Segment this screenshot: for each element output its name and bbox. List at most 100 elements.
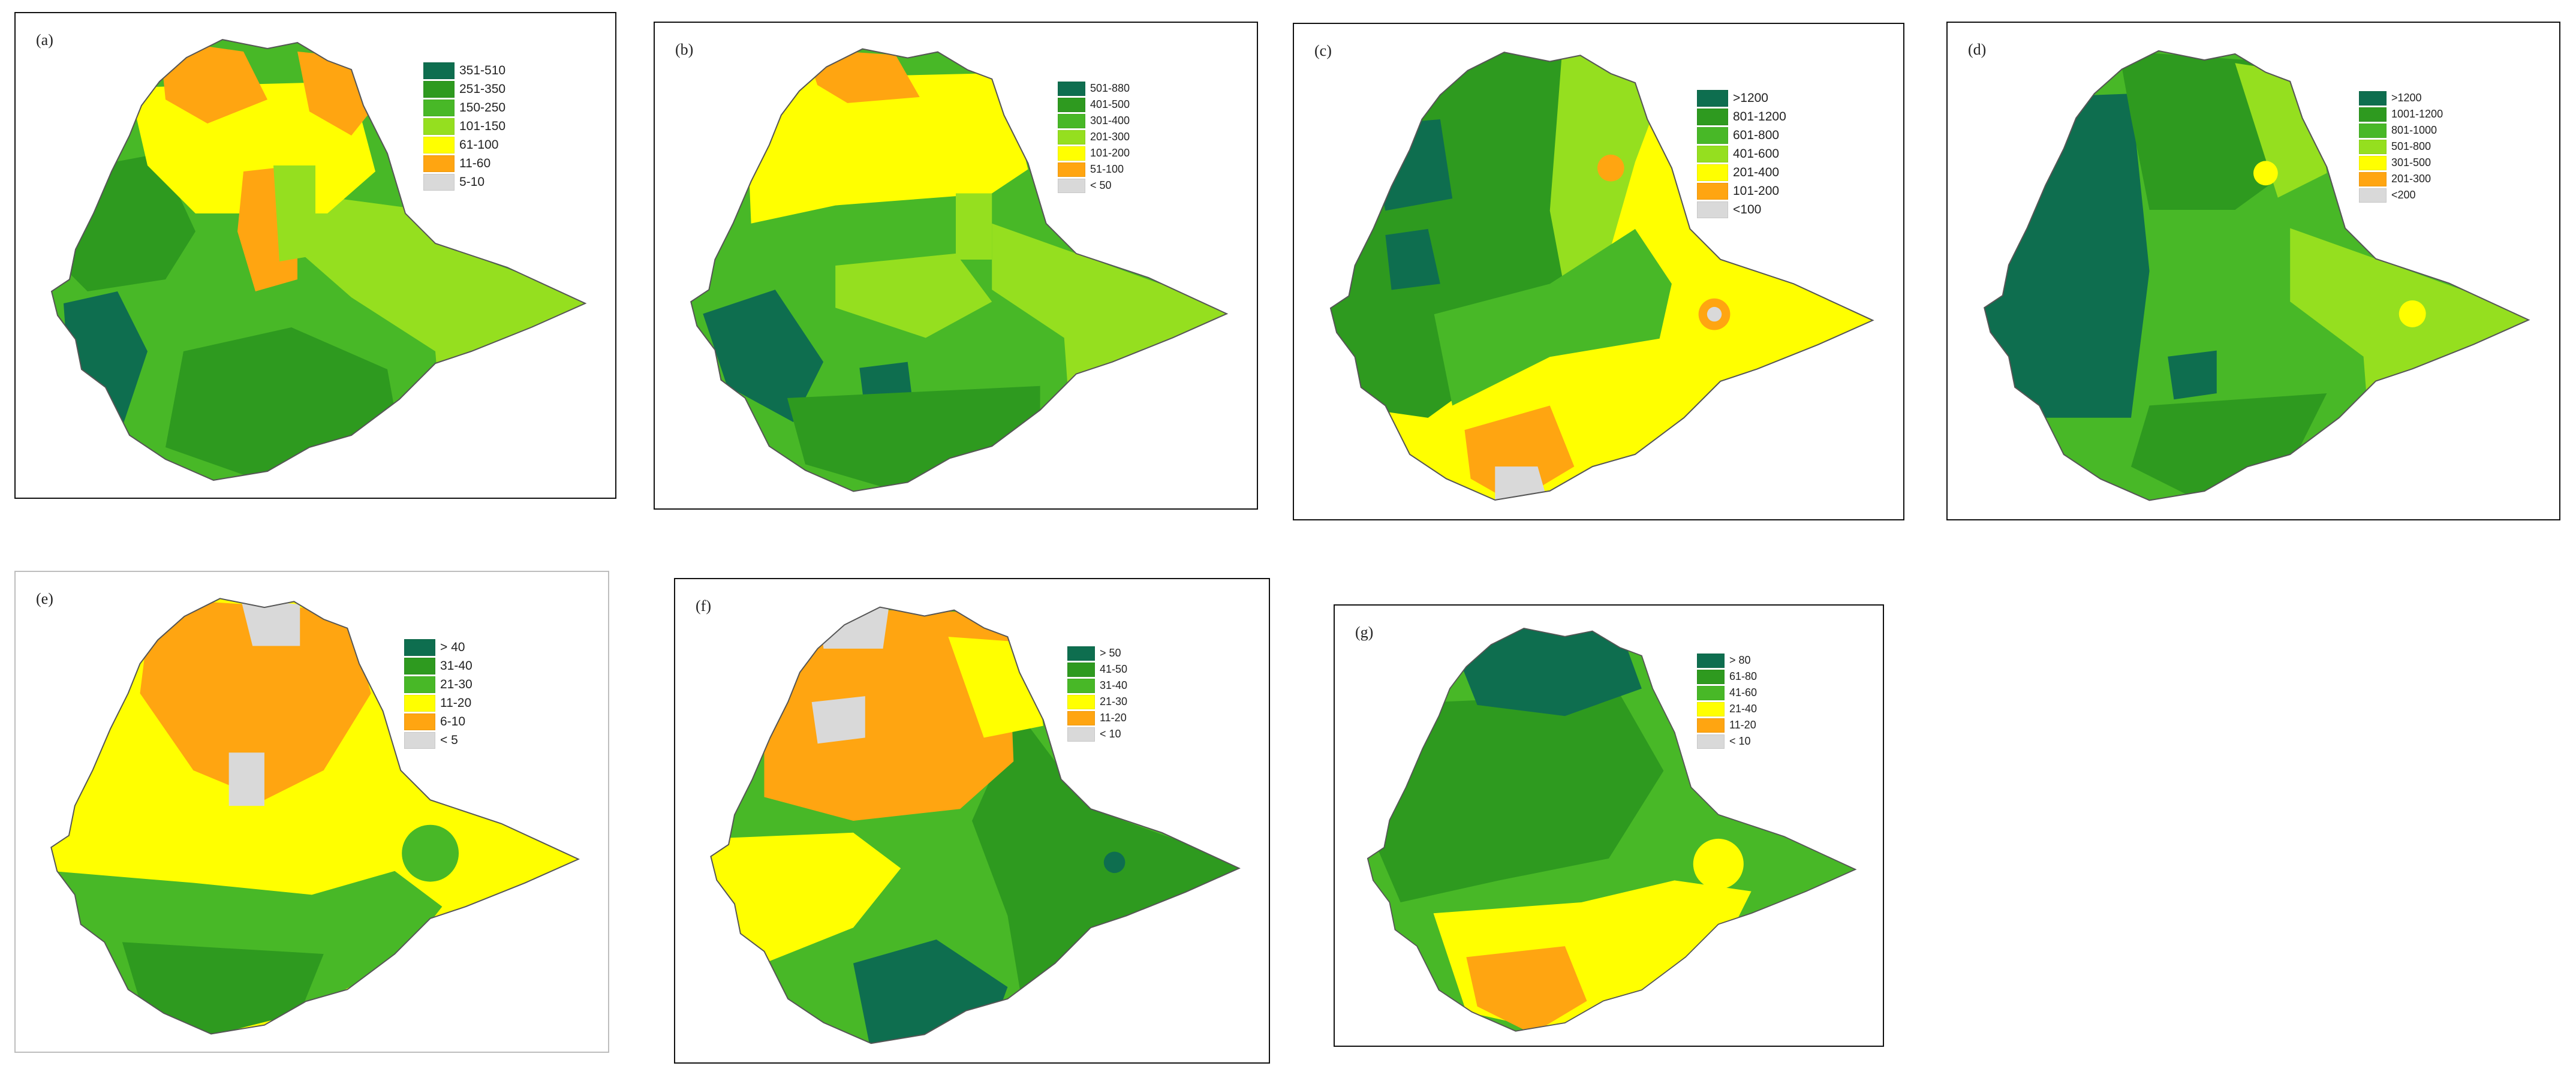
legend-label: > 50 bbox=[1100, 647, 1121, 659]
legend-swatch bbox=[1058, 113, 1085, 128]
legend-row: 601-800 bbox=[1697, 126, 1786, 144]
legend-swatch bbox=[1067, 727, 1095, 742]
map-panel-e: (e) > 40 31-40 21-30 11-20 6-10 < 5 bbox=[14, 571, 609, 1053]
panel-label-a: (a) bbox=[36, 31, 53, 49]
legend-row: 11-20 bbox=[1067, 710, 1127, 726]
legend-label: >1200 bbox=[2391, 92, 2422, 104]
legend-row: 11-20 bbox=[1697, 717, 1757, 733]
legend-label: 351-510 bbox=[459, 63, 506, 77]
legend-row: >1200 bbox=[2359, 90, 2443, 106]
legend-row: 201-300 bbox=[1058, 129, 1130, 145]
legend-label: 101-150 bbox=[459, 119, 506, 133]
legend-g: > 80 61-80 41-60 21-40 11-20 < 10 bbox=[1697, 652, 1757, 749]
legend-row: <200 bbox=[2359, 187, 2443, 203]
legend-swatch bbox=[423, 118, 455, 135]
legend-label: 201-300 bbox=[2391, 173, 2431, 185]
legend-label: 101-200 bbox=[1090, 147, 1130, 159]
legend-swatch bbox=[1058, 146, 1085, 161]
legend-label: 801-1200 bbox=[1733, 109, 1786, 124]
legend-swatch bbox=[1697, 734, 1725, 749]
legend-row: 21-40 bbox=[1697, 701, 1757, 717]
legend-row: >1200 bbox=[1697, 89, 1786, 107]
ethiopia-map-d bbox=[1984, 50, 2530, 501]
legend-row: < 10 bbox=[1697, 733, 1757, 749]
legend-label: 21-30 bbox=[440, 677, 473, 691]
legend-swatch bbox=[1697, 127, 1728, 144]
legend-b: 501-880 401-500 301-400 201-300 101-200 … bbox=[1058, 80, 1130, 194]
legend-label: >1200 bbox=[1733, 91, 1768, 105]
legend-row: 401-600 bbox=[1697, 144, 1786, 163]
legend-swatch bbox=[423, 173, 455, 191]
panel-label-c: (c) bbox=[1314, 42, 1332, 59]
legend-row: 61-80 bbox=[1697, 669, 1757, 685]
legend-label: 101-200 bbox=[1733, 183, 1780, 198]
legend-row: 11-20 bbox=[404, 694, 473, 712]
legend-swatch bbox=[1697, 164, 1728, 181]
legend-row: 101-150 bbox=[423, 117, 505, 135]
legend-swatch bbox=[1697, 201, 1728, 218]
legend-label: 11-20 bbox=[1100, 712, 1127, 724]
legend-swatch bbox=[404, 731, 435, 749]
legend-row: 801-1000 bbox=[2359, 122, 2443, 138]
legend-swatch bbox=[2359, 107, 2387, 122]
legend-label: 251-350 bbox=[459, 82, 506, 96]
map-panel-a: (a) 351-510 251-350 150-250 101-150 61-1… bbox=[14, 12, 616, 499]
map-panel-f: (f) > 50 41-50 31-40 21-30 11-20 < 10 bbox=[674, 578, 1270, 1064]
legend-label: 5-10 bbox=[459, 174, 485, 189]
legend-swatch bbox=[404, 694, 435, 712]
legend-row: 150-250 bbox=[423, 98, 505, 117]
legend-label: 21-30 bbox=[1100, 695, 1128, 707]
legend-swatch bbox=[1067, 678, 1095, 693]
legend-row: 501-800 bbox=[2359, 138, 2443, 155]
legend-e: > 40 31-40 21-30 11-20 6-10 < 5 bbox=[404, 638, 473, 749]
legend-a: 351-510 251-350 150-250 101-150 61-100 1… bbox=[423, 61, 505, 191]
legend-swatch bbox=[423, 80, 455, 98]
legend-swatch bbox=[2359, 91, 2387, 106]
ethiopia-map-b bbox=[690, 48, 1229, 492]
legend-swatch bbox=[423, 99, 455, 116]
legend-row: 21-30 bbox=[1067, 694, 1127, 710]
ethiopia-map-f bbox=[710, 606, 1241, 1044]
legend-label: 501-880 bbox=[1090, 82, 1130, 94]
legend-label: 201-400 bbox=[1733, 165, 1780, 179]
legend-swatch bbox=[2359, 139, 2387, 154]
map-panel-d: (d) >1200 1001-1200 801-1000 501-800 301… bbox=[1946, 22, 2560, 520]
legend-label: 201-300 bbox=[1090, 131, 1130, 143]
panel-label-g: (g) bbox=[1355, 624, 1374, 641]
legend-row: 51-100 bbox=[1058, 161, 1130, 177]
legend-label: <200 bbox=[2391, 189, 2416, 201]
legend-swatch bbox=[1697, 718, 1725, 733]
legend-swatch bbox=[423, 155, 455, 172]
legend-label: > 80 bbox=[1729, 654, 1751, 666]
panel-label-f: (f) bbox=[696, 597, 711, 615]
map-panel-g: (g) > 80 61-80 41-60 21-40 11-20 < 10 bbox=[1334, 604, 1884, 1047]
legend-row: 5-10 bbox=[423, 173, 505, 191]
panel-label-e: (e) bbox=[36, 590, 53, 607]
legend-c: >1200 801-1200 601-800 401-600 201-400 1… bbox=[1697, 89, 1786, 219]
map-panel-b: (b) 501-880 401-500 301-400 201-300 101-… bbox=[654, 22, 1258, 510]
legend-row: 31-40 bbox=[404, 657, 473, 675]
legend-row: 41-50 bbox=[1067, 661, 1127, 677]
legend-row: 101-200 bbox=[1697, 182, 1786, 200]
legend-swatch bbox=[423, 62, 455, 79]
legend-row: 401-500 bbox=[1058, 97, 1130, 113]
legend-row: 201-300 bbox=[2359, 171, 2443, 187]
legend-label: 301-500 bbox=[2391, 156, 2431, 168]
map-panel-c: (c) >1200 801-1200 601-800 401-600 201-4… bbox=[1293, 23, 1904, 520]
legend-swatch bbox=[2359, 171, 2387, 186]
panel-label-d: (d) bbox=[1968, 41, 1987, 58]
legend-row: 101-200 bbox=[1058, 145, 1130, 161]
legend-row: > 80 bbox=[1697, 652, 1757, 669]
legend-row: 801-1200 bbox=[1697, 107, 1786, 126]
legend-label: < 5 bbox=[440, 733, 458, 747]
legend-label: 11-60 bbox=[459, 156, 491, 170]
legend-swatch bbox=[1058, 97, 1085, 112]
legend-row: > 40 bbox=[404, 638, 473, 657]
legend-swatch bbox=[404, 657, 435, 674]
legend-row: < 50 bbox=[1058, 177, 1130, 194]
legend-f: > 50 41-50 31-40 21-30 11-20 < 10 bbox=[1067, 645, 1127, 742]
legend-swatch bbox=[2359, 155, 2387, 170]
legend-row: 351-510 bbox=[423, 61, 505, 80]
legend-label: 11-20 bbox=[1729, 719, 1756, 731]
legend-label: 41-50 bbox=[1100, 663, 1128, 675]
